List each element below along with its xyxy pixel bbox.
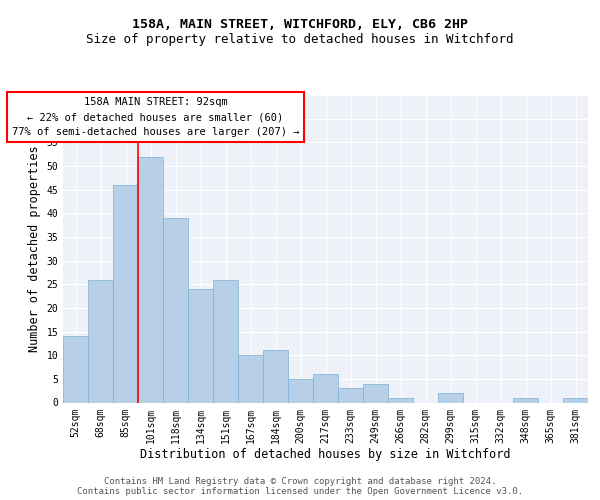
Text: Size of property relative to detached houses in Witchford: Size of property relative to detached ho…: [86, 32, 514, 46]
Text: Contains HM Land Registry data © Crown copyright and database right 2024.: Contains HM Land Registry data © Crown c…: [104, 477, 496, 486]
Bar: [88, 280, 113, 402]
Bar: [288, 379, 313, 402]
Bar: [563, 398, 588, 402]
Bar: [388, 398, 413, 402]
Bar: [138, 156, 163, 402]
Bar: [438, 393, 463, 402]
Text: Contains public sector information licensed under the Open Government Licence v3: Contains public sector information licen…: [77, 487, 523, 496]
Bar: [313, 374, 338, 402]
X-axis label: Distribution of detached houses by size in Witchford: Distribution of detached houses by size …: [140, 448, 511, 461]
Bar: [113, 185, 138, 402]
Bar: [338, 388, 363, 402]
Bar: [188, 289, 213, 403]
Text: 158A, MAIN STREET, WITCHFORD, ELY, CB6 2HP: 158A, MAIN STREET, WITCHFORD, ELY, CB6 2…: [132, 18, 468, 30]
Y-axis label: Number of detached properties: Number of detached properties: [28, 146, 41, 352]
Bar: [263, 350, 288, 403]
Bar: [363, 384, 388, 402]
Text: 158A MAIN STREET: 92sqm
← 22% of detached houses are smaller (60)
77% of semi-de: 158A MAIN STREET: 92sqm ← 22% of detache…: [12, 98, 299, 137]
Bar: [213, 280, 238, 402]
Bar: [163, 218, 188, 402]
Bar: [513, 398, 538, 402]
Bar: [238, 355, 263, 403]
Bar: [63, 336, 88, 402]
